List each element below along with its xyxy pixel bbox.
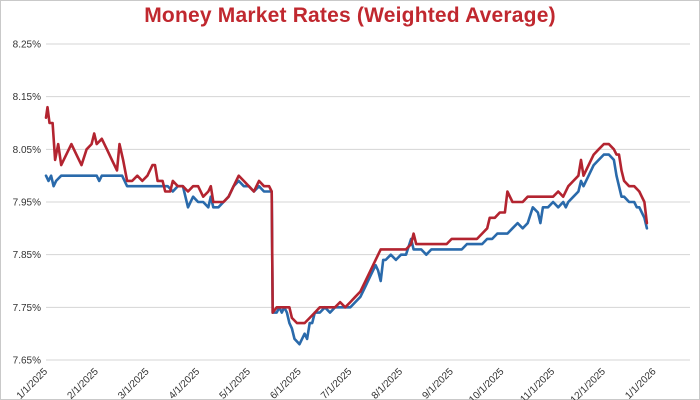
x-tick-label: 4/1/2025 — [167, 366, 203, 400]
x-tick-label: 1/1/2025 — [15, 366, 51, 400]
x-tick-label: 5/1/2025 — [218, 366, 254, 400]
x-tick-label: 7/1/2025 — [319, 366, 355, 400]
y-tick-label: 8.25% — [13, 40, 41, 51]
y-axis-ticks: 7.65% 7.75% 7.85% 7.95% 8.05% 8.15% 8.25% — [13, 40, 41, 367]
y-tick-label: 8.15% — [13, 92, 41, 103]
x-tick-label: 1/1/2026 — [623, 366, 659, 400]
y-tick-label: 7.75% — [13, 303, 41, 314]
y-tick-label: 8.05% — [13, 145, 41, 156]
y-tick-label: 7.85% — [13, 250, 41, 261]
x-tick-label: 8/1/2025 — [370, 366, 406, 400]
gridlines — [46, 43, 690, 361]
x-tick-label: 2/1/2025 — [66, 366, 102, 400]
x-tick-label: 6/1/2025 — [268, 366, 304, 400]
x-tick-label: 12/1/2025 — [569, 366, 609, 400]
x-axis-ticks: 1/1/2025 2/1/2025 3/1/2025 4/1/2025 5/1/2025… — [15, 366, 659, 400]
y-tick-label: 7.95% — [13, 198, 41, 209]
x-tick-label: 10/1/2025 — [467, 366, 507, 400]
x-tick-label: 11/1/2025 — [518, 366, 557, 400]
x-tick-label: 9/1/2025 — [420, 366, 456, 400]
x-tick-label: 3/1/2025 — [116, 366, 152, 400]
series-group — [44, 105, 649, 346]
series-line-2 — [44, 153, 649, 346]
y-tick-label: 7.65% — [13, 356, 41, 367]
series-line-1 — [44, 105, 649, 325]
chart-title: Money Market Rates (Weighted Average) — [144, 4, 556, 27]
